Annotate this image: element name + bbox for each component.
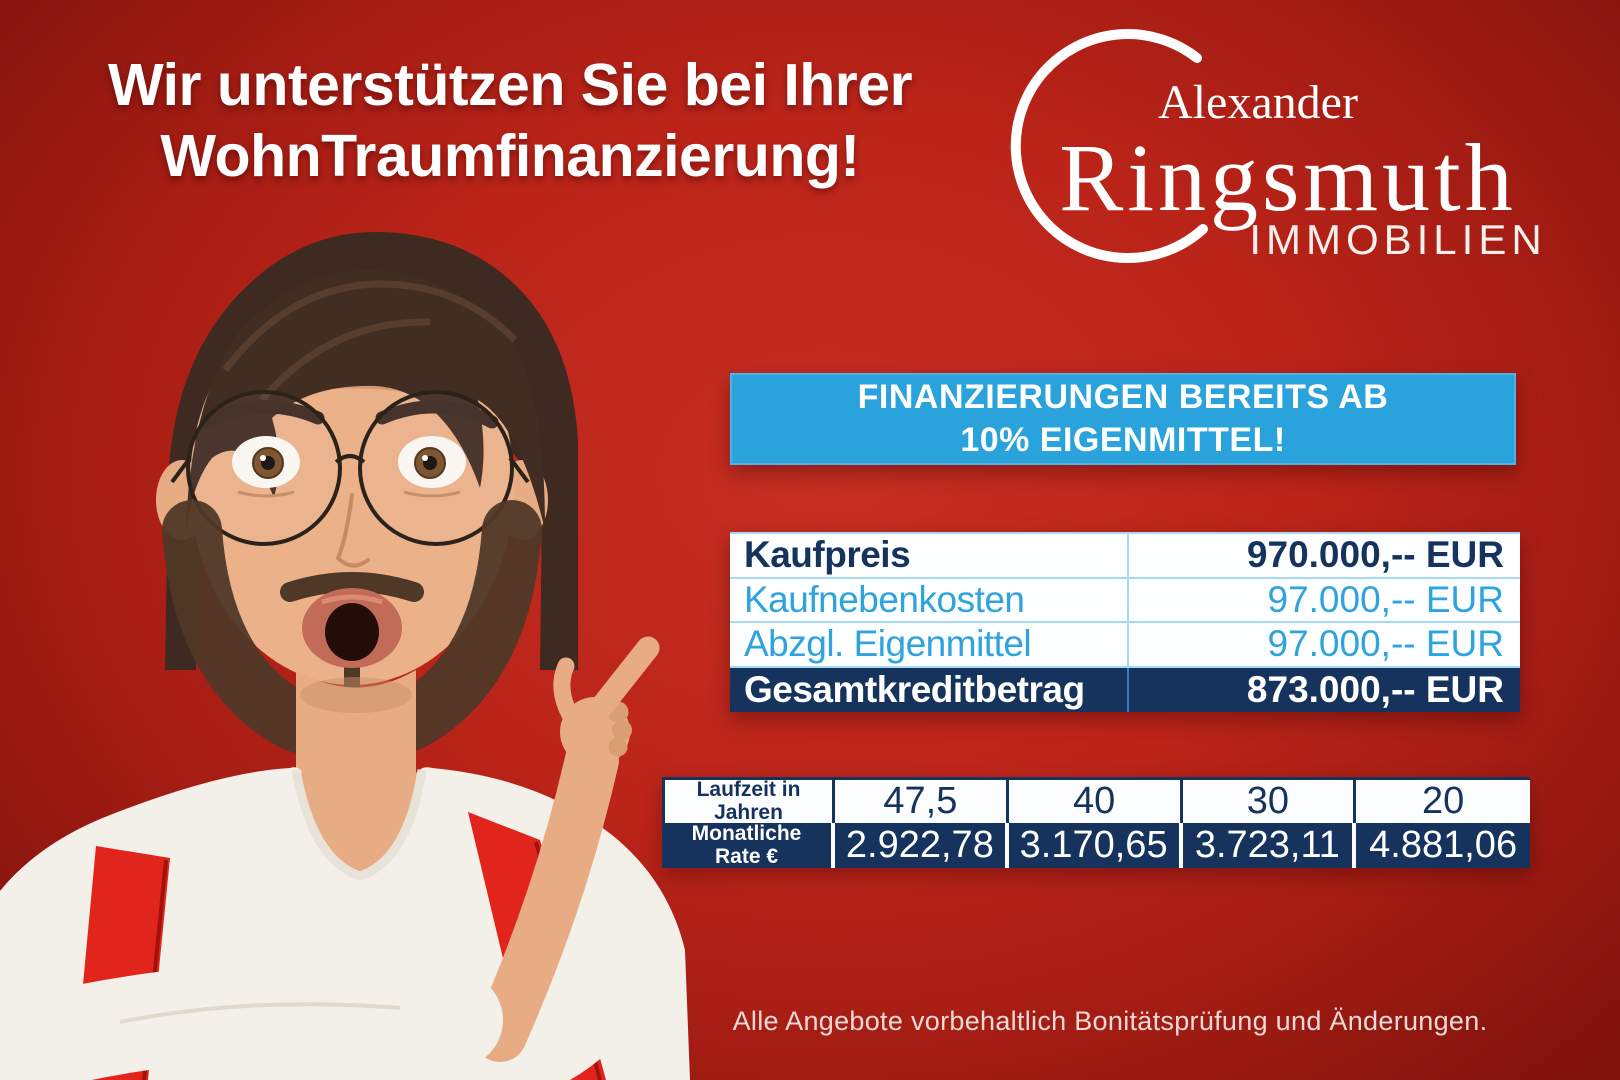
rate-value: 2.922,78 (835, 823, 1009, 868)
finance-row-value: 97.000,-- EUR (1129, 579, 1520, 623)
man-mouth (302, 588, 402, 668)
folded-arm (2, 963, 503, 1080)
pointing-forearm (473, 733, 619, 1062)
logo-ring-icon (1010, 29, 1208, 263)
headline-line1: Wir unterstützen Sie bei Ihrer (107, 52, 913, 118)
man-photo (0, 231, 690, 1080)
rate-table: Laufzeit in Jahren 47,5 40 30 20 Monatli… (662, 777, 1530, 868)
pointing-hand (553, 636, 660, 767)
finance-table: Kaufpreis 970.000,-- EUR Kaufnebenkosten… (730, 532, 1520, 712)
logo-tagline: IMMOBILIEN (1249, 216, 1546, 263)
right-sleeve (485, 860, 654, 1080)
shirt-collar (291, 769, 427, 881)
finance-row-label: Kaufpreis (730, 534, 1129, 579)
company-logo: Alexander Ringsmuth IMMOBILIEN (1010, 29, 1546, 263)
rate-table-years-header: Laufzeit in Jahren (662, 777, 835, 823)
rate-header-line1: Monatliche (691, 821, 802, 845)
finance-row-label: Gesamtkreditbetrag (730, 667, 1129, 712)
finance-row-label: Kaufnebenkosten (730, 578, 1129, 623)
years-value: 40 (1008, 777, 1183, 823)
finance-row-value: 873.000,-- EUR (1129, 667, 1520, 712)
years-header-line1: Laufzeit in (696, 777, 801, 801)
finance-row-label: Abzgl. Eigenmittel (730, 623, 1129, 668)
years-value: 47,5 (835, 777, 1009, 823)
years-value: 20 (1356, 777, 1530, 823)
rate-value: 3.170,65 (1008, 823, 1183, 868)
chin-shadow (300, 677, 412, 713)
disclaimer-text: Alle Angebote vorbehaltlich Bonitätsprüf… (732, 1006, 1488, 1036)
man-nose (335, 493, 370, 568)
rate-value: 4.881,06 (1356, 823, 1530, 868)
rate-table-rate-header: Monatliche Rate € (662, 821, 835, 868)
rate-value: 3.723,11 (1182, 823, 1357, 868)
logo-first-name: Alexander (1158, 76, 1358, 129)
years-header-line2: Jahren (714, 800, 783, 824)
hair-highlights (222, 280, 518, 403)
offer-banner-line1: FINANZIERUNGEN BEREITS AB (857, 378, 1389, 417)
man-eyebrows (201, 400, 499, 429)
headline: Wir unterstützen Sie bei Ihrer WohnTraum… (60, 50, 960, 192)
finance-row-value: 97.000,-- EUR (1129, 623, 1520, 668)
sleeve-wrinkle (119, 1002, 401, 1024)
logo-surname: Ringsmuth (1059, 124, 1516, 231)
offer-banner-line2: 10% EIGENMITTEL! (960, 421, 1286, 459)
finance-row-value: 970.000,-- EUR (1129, 534, 1520, 579)
headline-line2: WohnTraumfinanzierung! (160, 122, 860, 189)
rate-header-line2: Rate € (714, 844, 779, 868)
man-eyes (232, 436, 466, 498)
years-value: 30 (1182, 777, 1357, 823)
man-glasses-icon (170, 390, 530, 546)
offer-banner: FINANZIERUNGEN BEREITS AB 10% EIGENMITTE… (730, 373, 1516, 465)
